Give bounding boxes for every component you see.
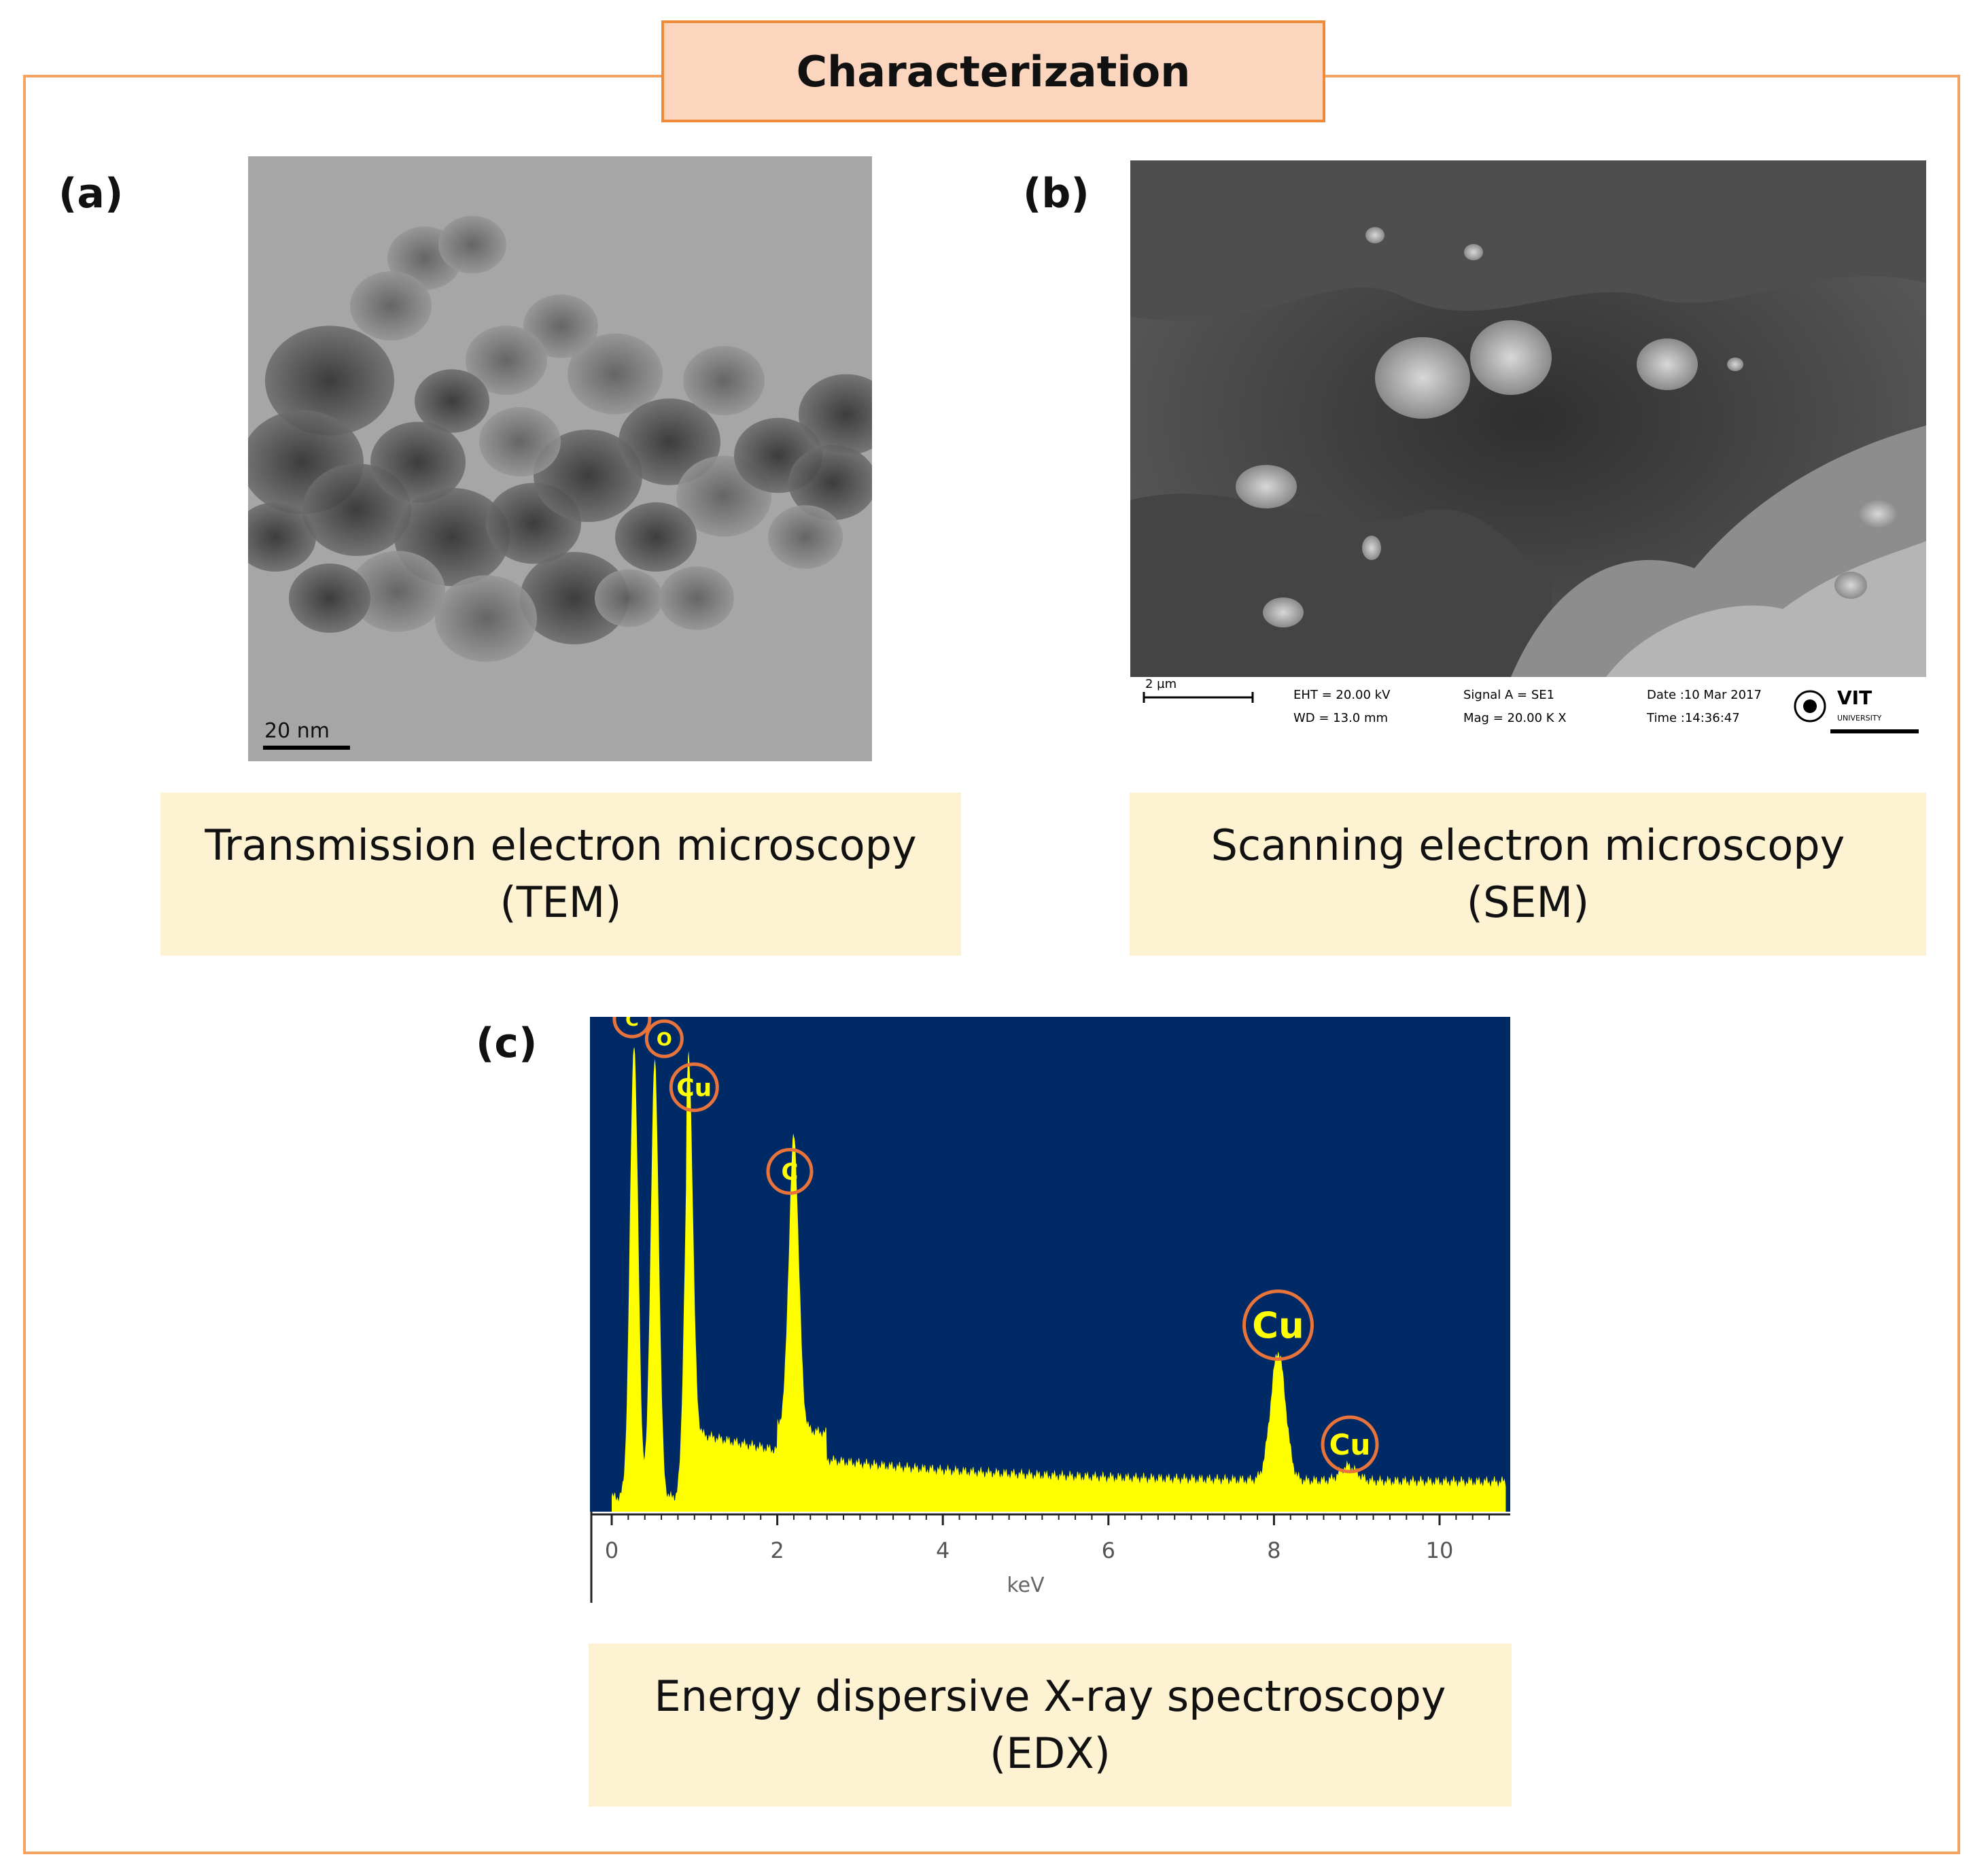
sem-eht: EHT = 20.00 kV: [1293, 688, 1391, 702]
tem-particle: [466, 326, 547, 395]
tem-particle: [619, 398, 720, 485]
edx-x-tick-label: 0: [605, 1538, 619, 1563]
edx-peak-marker-cu: Cu: [1321, 1415, 1379, 1474]
edx-x-tick-label: 10: [1426, 1538, 1454, 1563]
edx-peak-marker-c: C: [612, 1017, 652, 1039]
tem-particle: [520, 552, 629, 644]
edx-caption-line2: (EDX): [990, 1729, 1111, 1778]
tem-particle: [595, 569, 663, 627]
tem-particle: [768, 505, 843, 569]
edx-x-tick-label: 8: [1267, 1538, 1281, 1563]
tem-particle: [799, 374, 872, 455]
tem-particle: [568, 333, 663, 415]
edx-caption: Energy dispersive X-ray spectroscopy (ED…: [589, 1644, 1512, 1807]
edx-peak-label: O: [657, 1029, 672, 1050]
edx-chart: 0 2 4 6 8 10 C O Cu C Cu Cu keV: [589, 1017, 1513, 1608]
edx-peak-marker-c: C: [766, 1147, 814, 1195]
tem-caption-line1: Transmission electron microscopy: [205, 820, 917, 870]
edx-peak-label: Cu: [676, 1075, 712, 1102]
edx-x-tick-label: 6: [1102, 1538, 1115, 1563]
svg-text:UNIVERSITY: UNIVERSITY: [1837, 714, 1882, 723]
vit-logo: VIT UNIVERSITY: [1794, 687, 1919, 733]
edx-peak-label: C: [625, 1017, 639, 1030]
edx-x-axis-label: keV: [1007, 1574, 1045, 1597]
tem-particle: [615, 502, 697, 572]
edx-spectrum-line: [612, 1047, 1506, 1512]
tem-particle: [523, 294, 598, 358]
sem-signal: Signal A = SE1: [1463, 688, 1554, 702]
sem-caption-line2: (SEM): [1466, 878, 1590, 927]
tem-particle: [370, 421, 466, 503]
tem-particle: [435, 575, 537, 662]
tem-particle: [350, 271, 432, 341]
panel-label-a: (a): [58, 170, 124, 218]
tem-particle: [289, 563, 370, 633]
tem-caption: Transmission electron microscopy (TEM): [160, 793, 961, 956]
page-title: Characterization: [661, 20, 1325, 122]
tem-image: 20 nm: [248, 156, 872, 761]
sem-caption: Scanning electron microscopy (SEM): [1130, 793, 1926, 956]
tem-scale-bar: 20 nm: [264, 719, 330, 743]
tem-particle: [683, 346, 765, 415]
edx-caption-line1: Energy dispersive X-ray spectroscopy: [654, 1671, 1446, 1721]
tem-caption-line2: (TEM): [500, 878, 622, 927]
tem-particle: [659, 566, 734, 630]
edx-peak-label: Cu: [1252, 1306, 1304, 1347]
tem-particle: [788, 445, 872, 521]
tem-particle: [479, 407, 561, 476]
edx-peak-label: Cu: [1329, 1428, 1371, 1461]
sem-caption-line1: Scanning electron microscopy: [1210, 820, 1845, 870]
edx-peak-marker-cu: Cu: [669, 1062, 719, 1113]
sem-time: Time :14:36:47: [1646, 711, 1740, 725]
tem-particle: [415, 369, 489, 433]
edx-x-tick-label: 4: [936, 1538, 950, 1563]
sem-mag: Mag = 20.00 K X: [1463, 711, 1567, 725]
tem-particle: [248, 502, 316, 572]
sem-wd: WD = 13.0 mm: [1293, 711, 1388, 725]
svg-text:VIT: VIT: [1837, 687, 1872, 709]
edx-plot-area: [590, 1017, 1510, 1512]
edx-peak-label: C: [781, 1159, 798, 1186]
tem-particle: [350, 551, 445, 632]
edx-peak-marker-cu: Cu: [1242, 1289, 1314, 1361]
edx-x-tick-label: 2: [770, 1538, 784, 1563]
sem-date: Date :10 Mar 2017: [1647, 688, 1762, 702]
tem-particle: [534, 430, 642, 522]
sem-scale: 2 µm: [1145, 677, 1177, 691]
tem-particle: [265, 326, 394, 436]
panel-label-b: (b): [1023, 170, 1090, 218]
tem-particle: [438, 215, 506, 274]
edx-peak-marker-o: O: [644, 1019, 684, 1058]
panel-label-c: (c): [476, 1020, 538, 1067]
sem-image: 2 µm EHT = 20.00 kV WD = 13.0 mm Signal …: [1130, 160, 1926, 758]
